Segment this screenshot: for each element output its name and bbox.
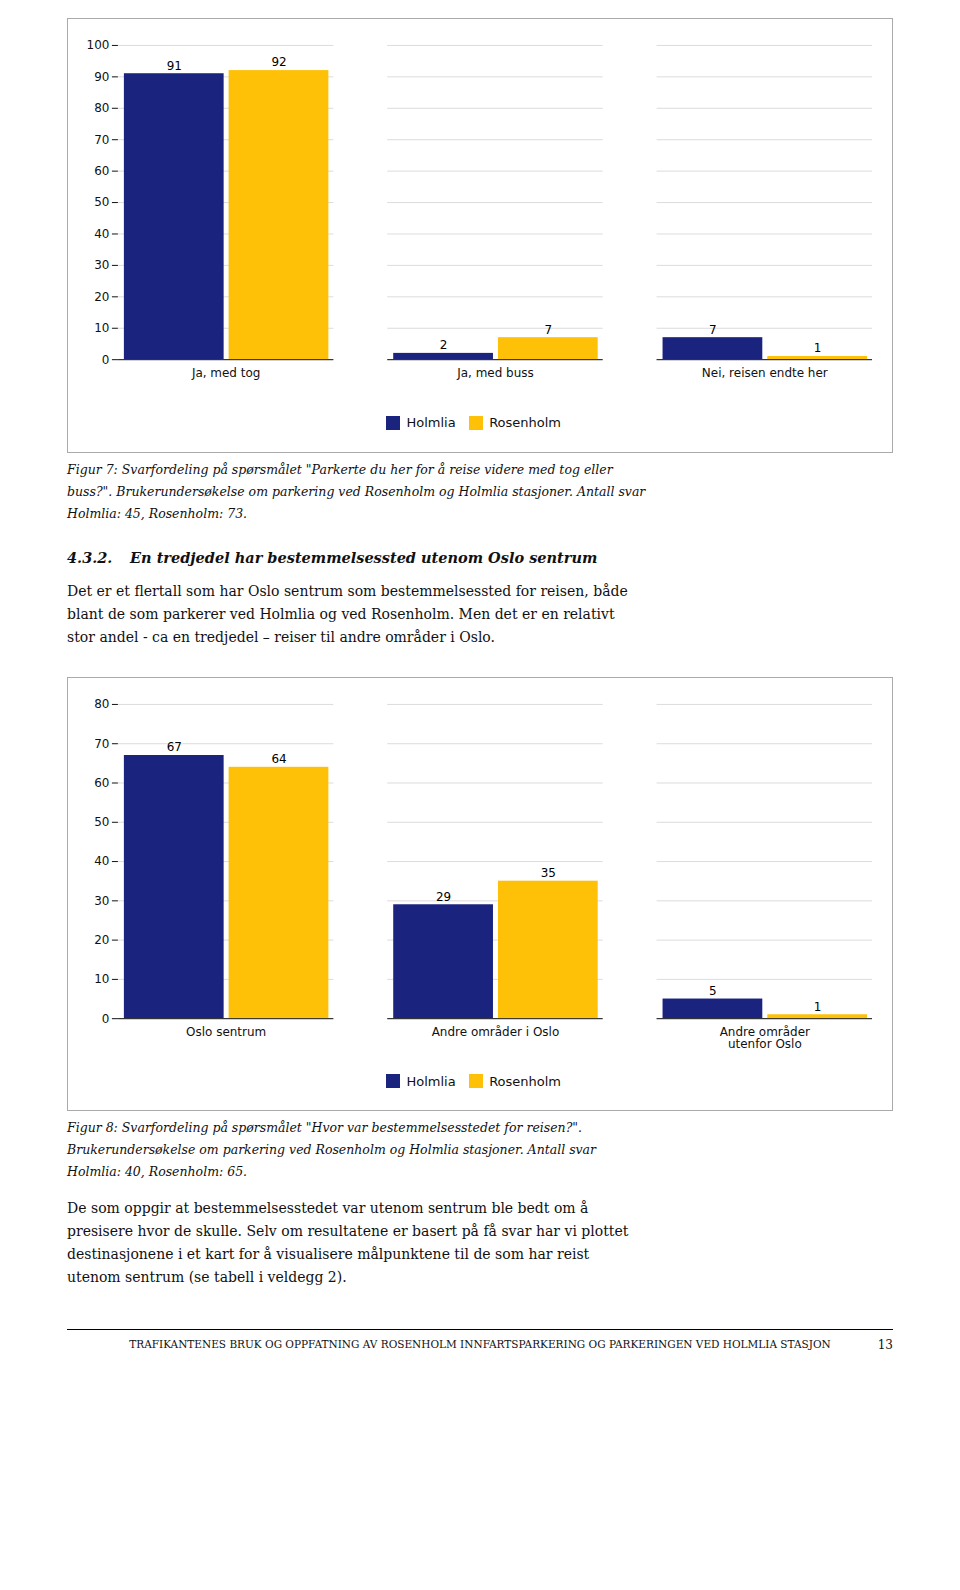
svg-text:Ja, med tog: Ja, med tog xyxy=(191,366,261,380)
svg-text:2: 2 xyxy=(440,338,448,352)
html-text:En tredjedel har bestemmelsess: En tredjedel har bestemmelsessted utenom… xyxy=(130,548,598,566)
html-text:13: 13 xyxy=(877,1338,893,1353)
html-text:stor andel - ca en tredjedel –: stor andel - ca en tredjedel – reiser ti… xyxy=(67,628,495,645)
html-text:De som oppgir at bestemmelsess: De som oppgir at bestemmelsesstedet var … xyxy=(67,1200,589,1217)
svg-text:10: 10 xyxy=(94,972,109,986)
svg-text:67: 67 xyxy=(167,740,182,754)
html-text:4.3.2.: 4.3.2. xyxy=(67,548,113,566)
svg-text:92: 92 xyxy=(271,55,286,69)
svg-text:100: 100 xyxy=(87,38,110,52)
svg-text:70: 70 xyxy=(94,133,109,147)
svg-text:70: 70 xyxy=(94,736,109,750)
html-text:presisere hvor de skulle. Selv: presisere hvor de skulle. Selv om result… xyxy=(67,1223,629,1240)
svg-text:35: 35 xyxy=(541,866,556,880)
svg-text:0: 0 xyxy=(102,1011,110,1025)
html-text:blant de som parkerer ved Holm: blant de som parkerer ved Holmlia og ved… xyxy=(67,605,615,622)
svg-text:7: 7 xyxy=(709,323,717,337)
html-text:Holmlia: 40, Rosenholm: 65.: Holmlia: 40, Rosenholm: 65. xyxy=(67,1164,248,1180)
svg-text:64: 64 xyxy=(271,752,286,766)
svg-text:90: 90 xyxy=(94,70,109,84)
html-text:Holmlia: Holmlia xyxy=(406,415,456,431)
svg-text:Oslo sentrum: Oslo sentrum xyxy=(186,1025,266,1039)
svg-text:20: 20 xyxy=(94,290,109,304)
html-text:Brukerundersøkelse om parkerin: Brukerundersøkelse om parkering ved Rose… xyxy=(67,1142,596,1158)
svg-text:30: 30 xyxy=(94,893,109,907)
svg-text:5: 5 xyxy=(709,983,717,997)
html-text:TRAFIKANTENES BRUK OG OPPFATNI: TRAFIKANTENES BRUK OG OPPFATNING AV ROSE… xyxy=(129,1338,831,1351)
svg-text:Andre områder i Oslo: Andre områder i Oslo xyxy=(432,1025,560,1039)
svg-text:Andre områderutenfor Oslo: Andre områderutenfor Oslo xyxy=(720,1025,810,1051)
html-text:utenom sentrum (se tabell i ve: utenom sentrum (se tabell i veldegg 2). xyxy=(67,1269,347,1286)
svg-text:60: 60 xyxy=(94,164,109,178)
html-text:Det er et flertall som har Osl: Det er et flertall som har Oslo sentrum … xyxy=(67,582,628,599)
svg-text:1: 1 xyxy=(814,341,822,355)
html-text:Figur 8: Svarfordeling på spør: Figur 8: Svarfordeling på spørsmålet "Hv… xyxy=(67,1120,583,1136)
svg-text:50: 50 xyxy=(94,815,109,829)
html-text:Holmlia: Holmlia xyxy=(406,1073,456,1089)
svg-text:10: 10 xyxy=(94,321,109,335)
svg-text:50: 50 xyxy=(94,195,109,209)
svg-text:60: 60 xyxy=(94,775,109,789)
svg-text:Nei, reisen endte her: Nei, reisen endte her xyxy=(702,366,828,380)
svg-text:29: 29 xyxy=(436,889,451,903)
svg-text:Ja, med buss: Ja, med buss xyxy=(456,366,534,380)
svg-text:30: 30 xyxy=(94,258,109,272)
svg-text:20: 20 xyxy=(94,933,109,947)
html-text:Figur 7: Svarfordeling på spør: Figur 7: Svarfordeling på spørsmålet "Pa… xyxy=(67,461,613,477)
svg-text:80: 80 xyxy=(94,101,109,115)
svg-text:7: 7 xyxy=(545,323,553,337)
html-text:buss?". Brukerundersøkelse om: buss?". Brukerundersøkelse om parkering … xyxy=(67,483,646,499)
svg-text:40: 40 xyxy=(94,854,109,868)
svg-text:1: 1 xyxy=(814,999,822,1013)
svg-text:80: 80 xyxy=(94,697,109,711)
html-text:Rosenholm: Rosenholm xyxy=(489,1073,561,1089)
html-text:destinasjonene i et kart for å: destinasjonene i et kart for å visualise… xyxy=(67,1246,590,1263)
svg-text:40: 40 xyxy=(94,227,109,241)
html-text:Holmlia: 45, Rosenholm: 73.: Holmlia: 45, Rosenholm: 73. xyxy=(67,505,248,521)
html-text:Rosenholm: Rosenholm xyxy=(489,415,561,431)
svg-text:91: 91 xyxy=(167,59,182,73)
svg-text:0: 0 xyxy=(102,353,110,367)
